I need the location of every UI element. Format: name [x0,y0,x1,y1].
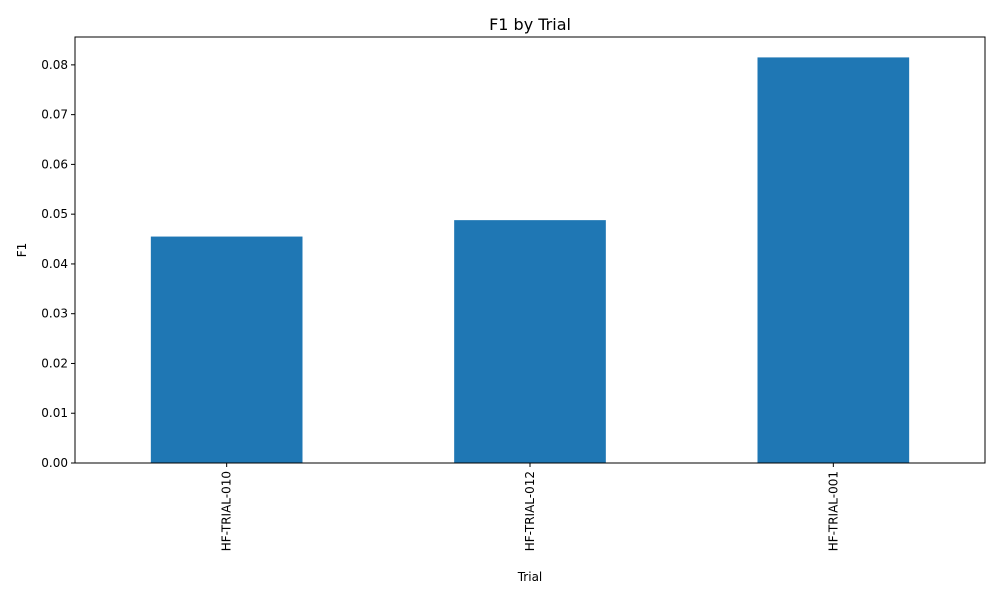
bar-hf-trial-001 [757,57,910,463]
y-tick-label: 0.03 [41,307,68,321]
y-tick-label: 0.00 [41,456,68,470]
y-axis-label: F1 [15,243,29,258]
plot-area [150,57,910,463]
x-tick-label: HF-TRIAL-012 [523,471,537,551]
y-tick-label: 0.07 [41,108,68,122]
bar-hf-trial-010 [150,236,303,463]
x-axis-label: Trial [517,570,543,584]
x-axis: HF-TRIAL-010 HF-TRIAL-012 HF-TRIAL-001 [220,463,840,551]
y-tick-label: 0.05 [41,207,68,221]
y-axis: 0.00 0.01 0.02 0.03 0.04 0.05 0.06 0.07 0.08 [41,58,75,470]
y-tick-label: 0.01 [41,406,68,420]
x-tick-label: HF-TRIAL-010 [220,471,234,551]
y-tick-label: 0.02 [41,356,68,370]
y-tick-label: 0.06 [41,157,68,171]
x-tick-label: HF-TRIAL-001 [826,471,840,551]
bar-hf-trial-012 [454,220,606,463]
y-tick-label: 0.08 [41,58,68,72]
chart-title: F1 by Trial [489,15,571,34]
y-tick-label: 0.04 [41,257,68,271]
